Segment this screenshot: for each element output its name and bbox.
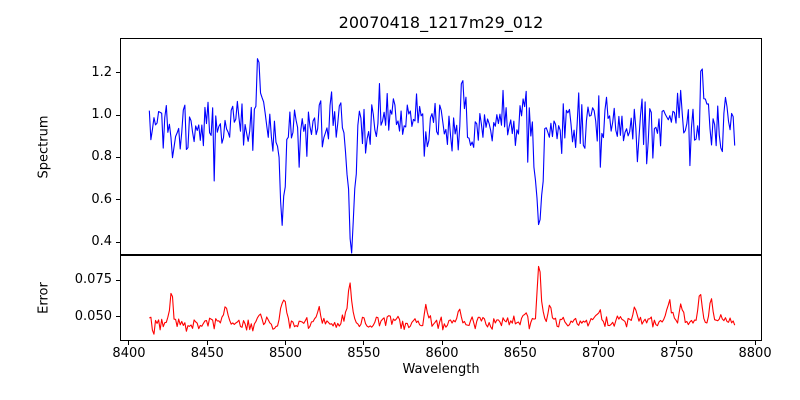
x-tick-mark	[519, 341, 521, 345]
y-tick-label: 0.4	[91, 234, 112, 250]
y-tick-label: 0.050	[74, 308, 112, 324]
x-tick-label: 8400	[112, 346, 146, 361]
error-line-plot	[149, 265, 736, 335]
y-tick-label: 1.0	[91, 107, 112, 123]
x-tick-label: 8450	[190, 346, 224, 361]
x-tick-mark	[128, 341, 130, 345]
y-tick-mark	[116, 241, 120, 243]
x-tick-mark	[284, 341, 286, 345]
x-tick-mark	[206, 341, 208, 345]
x-tick-label: 8700	[581, 346, 616, 361]
x-tick-label: 8500	[268, 346, 303, 361]
x-tick-mark	[441, 341, 443, 345]
x-tick-mark	[754, 341, 756, 345]
chart-title: 20070418_1217m29_012	[338, 13, 544, 32]
y-tick-label: 1.2	[91, 64, 112, 80]
error-panel	[120, 255, 762, 341]
x-tick-mark	[598, 341, 600, 345]
spectrum-panel	[120, 38, 762, 255]
y-tick-mark	[116, 72, 120, 74]
spectrum-line-plot	[148, 58, 736, 254]
y-tick-mark	[116, 114, 120, 116]
x-tick-label: 8600	[425, 346, 459, 361]
error-y-axis-label: Error	[36, 282, 52, 314]
y-tick-label: 0.6	[91, 191, 112, 207]
spectrum-y-axis-label: Spectrum	[36, 115, 52, 179]
y-tick-label: 0.8	[91, 149, 112, 165]
y-tick-label: 0.075	[74, 272, 112, 288]
x-tick-label: 8650	[503, 346, 537, 361]
y-tick-mark	[116, 279, 120, 281]
x-tick-mark	[676, 341, 678, 345]
x-axis-label: Wavelength	[402, 362, 480, 377]
x-tick-label: 8800	[738, 346, 772, 361]
y-tick-mark	[116, 316, 120, 318]
y-tick-mark	[116, 199, 120, 201]
x-tick-label: 8750	[660, 346, 694, 361]
y-tick-mark	[116, 156, 120, 158]
x-tick-label: 8550	[347, 346, 381, 361]
x-tick-mark	[363, 341, 365, 345]
